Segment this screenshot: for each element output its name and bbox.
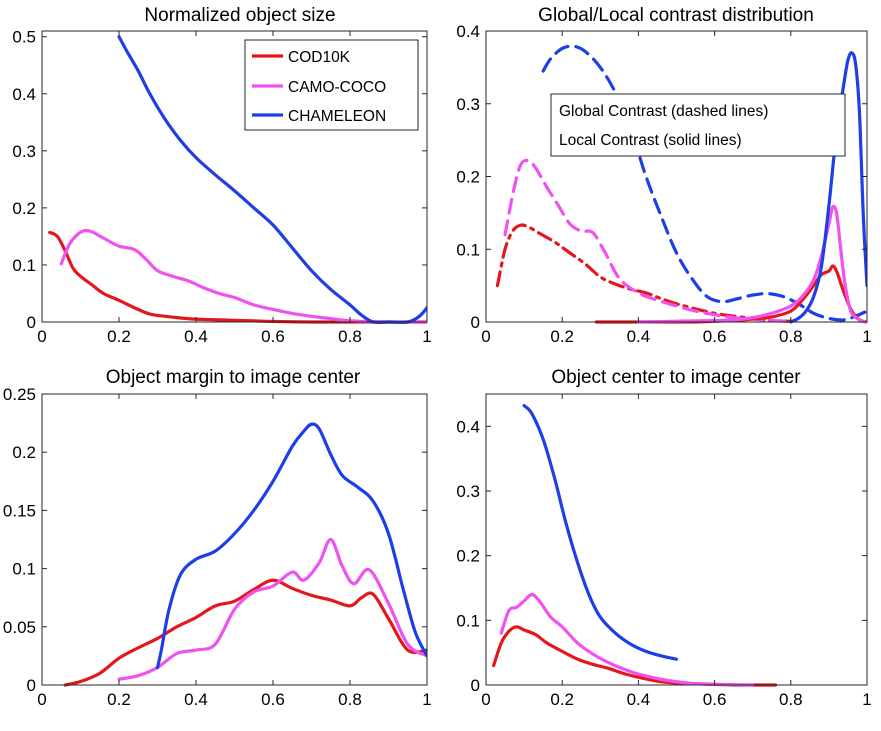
x-tick-label: 0.6: [261, 327, 285, 346]
y-tick-label: 0.1: [456, 240, 480, 259]
y-tick-label: 0.25: [3, 385, 36, 404]
y-tick-label: 0.3: [456, 95, 480, 114]
series-group: [63, 422, 427, 687]
y-tick-label: 0: [27, 676, 36, 695]
x-tick-label: 0.4: [627, 327, 651, 346]
axes-frame: [41, 393, 428, 686]
x-tick-label: 0.2: [550, 690, 574, 709]
y-tick-label: 0.3: [456, 482, 480, 501]
x-tick-label: 0.4: [627, 690, 651, 709]
y-tick-label: 0.2: [456, 547, 480, 566]
annotation-global: Global Contrast (dashed lines): [559, 103, 768, 120]
y-tick-label: 0.1: [456, 611, 480, 630]
y-tick-label: 0.05: [3, 618, 36, 637]
x-tick-label: 0.8: [338, 327, 362, 346]
x-tick-label: 1: [422, 327, 431, 346]
y-tick-label: 0.2: [456, 168, 480, 187]
series-line-camo-coco: [59, 228, 427, 324]
legend-label-cod10k: COD10K: [288, 49, 351, 66]
x-tick-label: 0: [37, 690, 46, 709]
panel-title: Global/Local contrast distribution: [538, 5, 814, 26]
x-tick-label: 0: [37, 327, 46, 346]
x-tick-label: 0.6: [703, 327, 727, 346]
x-tick-label: 0.4: [184, 327, 208, 346]
axes-frame: [41, 30, 428, 323]
y-tick-label: 0: [27, 313, 36, 332]
x-tick-label: 0.8: [338, 690, 362, 709]
x-tick-label: 0: [481, 690, 490, 709]
panel-plot-area: 0 0.2 0.4 0.6 0.8 1 0 0.1 0.2 0.3 0.4: [456, 393, 872, 709]
legend-label-chameleon: CHAMELEON: [288, 108, 386, 125]
x-tick-label: 0.8: [779, 690, 803, 709]
panel-margin-to-center: Object margin to image center 0 0.2 0.4 0.6…: [3, 367, 432, 709]
annotation-box: Global Contrast (dashed lines) Local Con…: [550, 93, 846, 157]
x-tick-label: 0.2: [107, 327, 131, 346]
y-tick-label: 0.1: [12, 560, 36, 579]
y-tick-label: 0.4: [456, 417, 480, 436]
x-tick-label: 0.6: [703, 690, 727, 709]
panel-object-size: Normalized object size 0 0.2 0.4 0.6 0.8 1 0 0.…: [12, 5, 431, 346]
y-tick-label: 0.1: [12, 256, 36, 275]
y-tick-label: 0: [471, 313, 480, 332]
panel-title: Normalized object size: [144, 5, 335, 26]
x-tick-label: 0.6: [261, 690, 285, 709]
x-tick-label: 1: [422, 690, 431, 709]
y-tick-label: 0.2: [12, 443, 36, 462]
x-tick-label: 0.2: [550, 327, 574, 346]
annotation-local: Local Contrast (solid lines): [559, 132, 742, 149]
panel-plot-area: 0 0.2 0.4 0.6 0.8 1 0 0.05 0.1 0.15 0.2 0.25: [3, 385, 432, 709]
panel-contrast-distribution: Global/Local contrast distribution 0 0.2 0…: [456, 5, 871, 346]
annotation-frame: [550, 93, 846, 157]
x-tick-label: 0.2: [107, 690, 131, 709]
x-tick-label: 0.8: [779, 327, 803, 346]
panel-center-to-center: Object center to image center 0 0.2 0.4 0.6…: [456, 367, 871, 709]
y-tick-label: 0.4: [12, 85, 36, 104]
series-line-chameleon: [522, 404, 679, 661]
panel-title: Object margin to image center: [106, 367, 361, 388]
series-line-chameleon: [155, 422, 427, 670]
legend-label-camo-coco: CAMO-COCO: [288, 79, 386, 96]
panel-plot-area: 0 0.2 0.4 0.6 0.8 1 0 0.1 0.2 0.3 0.4 0.5: [12, 28, 431, 346]
legend: COD10K CAMO-COCO CHAMELEON: [244, 39, 419, 131]
x-tick-label: 0.4: [184, 690, 208, 709]
series-line-camo-coco-global: [503, 158, 793, 323]
series-line-cod10k: [63, 578, 427, 687]
y-tick-label: 0.2: [12, 199, 36, 218]
x-tick-label: 1: [862, 327, 871, 346]
y-tick-label: 0: [471, 676, 480, 695]
y-tick-label: 0.15: [3, 501, 36, 520]
series-group: [492, 404, 778, 687]
y-tick-label: 0.4: [456, 22, 480, 41]
series-line-camo-coco: [499, 592, 755, 687]
panel-title: Object center to image center: [551, 367, 801, 388]
x-tick-label: 1: [862, 690, 871, 709]
x-tick-label: 0: [481, 327, 490, 346]
series-line-camo-coco: [117, 537, 427, 681]
axes-frame: [485, 393, 868, 686]
series-line-chameleon-global: [541, 44, 867, 322]
y-tick-label: 0.5: [12, 28, 36, 47]
y-tick-label: 0.3: [12, 142, 36, 161]
